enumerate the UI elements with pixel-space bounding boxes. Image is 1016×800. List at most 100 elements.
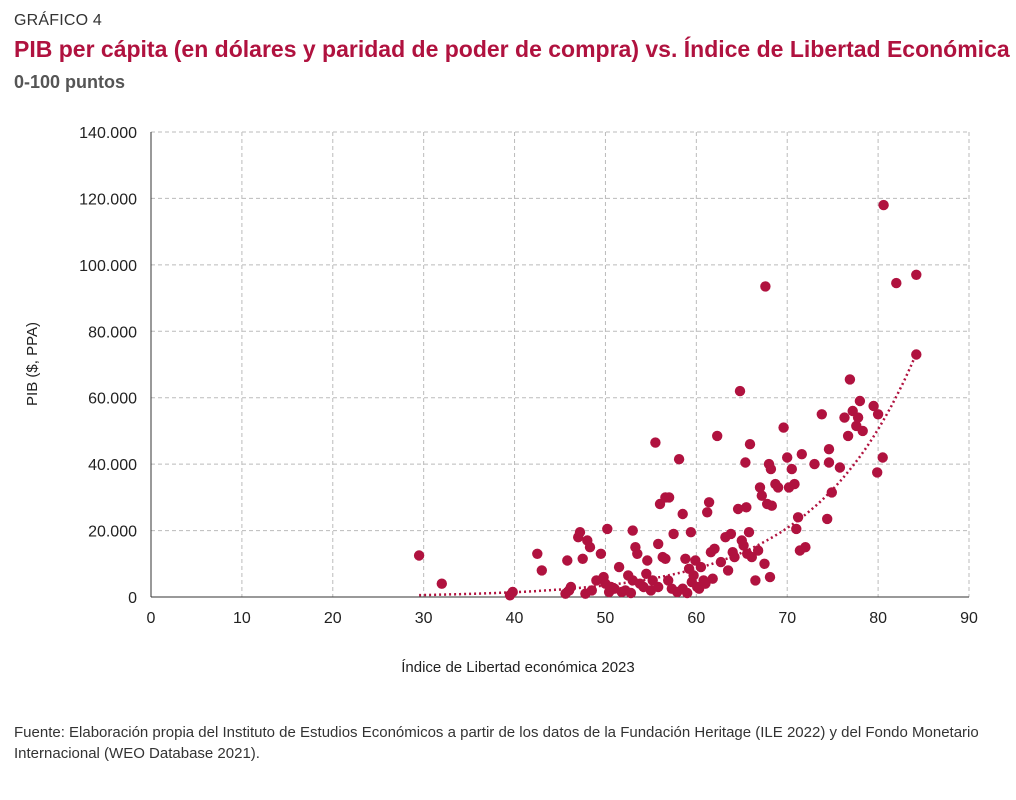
data-point (823, 457, 835, 468)
data-point (700, 578, 711, 589)
data-point (602, 523, 613, 535)
data-point (854, 395, 866, 407)
data-point (573, 532, 584, 543)
x-tick-label: 70 (778, 610, 796, 627)
x-tick-label: 30 (415, 610, 433, 627)
x-tick-label: 0 (147, 610, 156, 627)
data-point (663, 575, 674, 586)
chart-title: PIB per cápita (en dólares y paridad de … (14, 36, 1010, 62)
chart-kicker: GRÁFICO 4 (14, 12, 103, 29)
y-tick-label: 140.000 (79, 125, 137, 142)
data-point (632, 548, 643, 559)
data-point (789, 478, 800, 490)
data-point (413, 550, 425, 561)
data-point (877, 452, 888, 463)
data-point (809, 458, 820, 470)
data-point (562, 555, 573, 566)
axis-layer: 0 20.000 40.000 60.000 80.000 100.000 120.000 1… (79, 125, 978, 627)
chart-subtitle: 0-100 puntos (14, 72, 126, 92)
data-point (911, 269, 922, 280)
data-point (766, 500, 777, 511)
data-point (577, 553, 588, 564)
x-tick-label: 40 (506, 610, 524, 627)
data-point (722, 565, 734, 576)
y-tick-label: 40.000 (88, 457, 137, 474)
data-point (760, 281, 771, 292)
source-note: Fuente: Elaboración propia del Instituto… (14, 724, 979, 762)
x-tick-label: 10 (233, 610, 251, 627)
data-point (715, 556, 727, 568)
data-point (826, 487, 837, 498)
data-point (650, 437, 661, 448)
data-point (782, 452, 793, 463)
point-layer (413, 199, 922, 601)
data-point (752, 545, 764, 556)
data-point (834, 462, 846, 473)
data-point (878, 199, 889, 211)
x-axis-title: Índice de Libertad económica 2023 (401, 659, 635, 676)
data-point (891, 277, 902, 289)
data-point (695, 561, 707, 573)
data-point (872, 467, 883, 478)
data-point (642, 555, 653, 566)
data-point (800, 542, 811, 553)
data-point (744, 439, 756, 450)
data-point (792, 512, 804, 523)
data-point (750, 575, 761, 586)
data-point (844, 374, 856, 385)
data-point (839, 412, 850, 423)
data-point (613, 561, 625, 573)
data-point (764, 571, 776, 583)
scatter-chart: 0 20.000 40.000 60.000 80.000 100.000 120.000 1… (24, 125, 978, 676)
data-point (653, 581, 664, 593)
data-point (852, 412, 864, 423)
y-tick-label: 100.000 (79, 258, 137, 275)
data-point (709, 543, 720, 554)
y-axis-title: PIB ($, PPA) (24, 322, 41, 406)
data-point (756, 490, 767, 501)
data-point (796, 449, 807, 460)
data-point (816, 409, 827, 420)
data-point (595, 548, 607, 559)
x-tick-label: 80 (869, 610, 887, 627)
data-point (738, 540, 749, 551)
data-point (536, 565, 547, 576)
x-tick-label: 60 (687, 610, 705, 627)
data-point (765, 463, 777, 475)
y-tick-label: 120.000 (79, 191, 137, 208)
data-point (532, 548, 543, 559)
data-point (786, 463, 797, 475)
data-point (743, 527, 755, 538)
data-point (740, 457, 751, 468)
data-point (702, 507, 713, 518)
data-point (625, 587, 637, 599)
data-point (732, 503, 744, 515)
x-tick-label: 20 (324, 610, 342, 627)
data-point (707, 573, 718, 584)
data-point (653, 538, 664, 550)
data-point (586, 585, 597, 596)
data-point (772, 482, 784, 493)
data-point (868, 400, 879, 412)
data-point (791, 523, 802, 535)
data-point (673, 454, 685, 465)
data-point (668, 528, 679, 540)
data-point (627, 525, 638, 536)
data-point (703, 497, 715, 508)
data-point (712, 430, 723, 442)
data-point (680, 553, 691, 564)
data-point (759, 558, 770, 569)
data-point (842, 430, 854, 442)
y-tick-label: 60.000 (88, 391, 137, 408)
x-tick-label: 50 (597, 610, 615, 627)
y-tick-label: 80.000 (88, 324, 137, 341)
data-point (872, 409, 884, 420)
data-point (857, 425, 868, 437)
data-point (436, 578, 447, 589)
data-point (741, 502, 752, 513)
data-point (682, 587, 693, 599)
data-point (677, 508, 688, 520)
data-point (822, 513, 833, 525)
y-tick-label: 20.000 (88, 524, 137, 541)
data-point (507, 586, 518, 598)
